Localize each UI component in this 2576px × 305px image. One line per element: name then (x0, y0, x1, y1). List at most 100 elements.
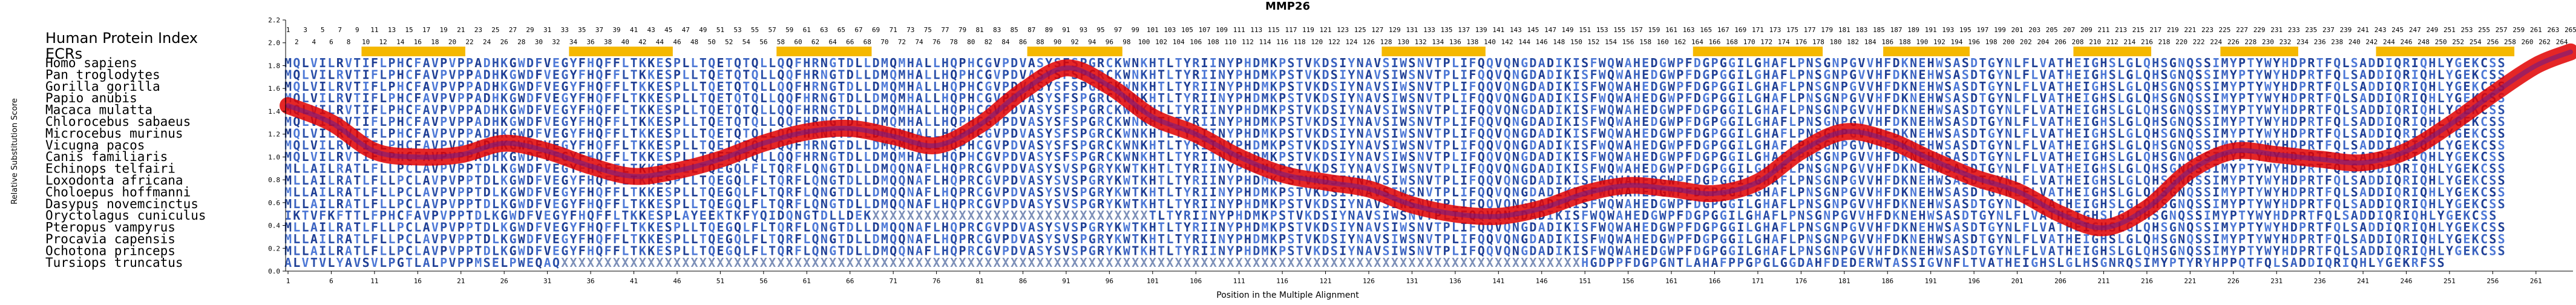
residue: X (1279, 255, 1286, 270)
protein-index-8: 8 (347, 38, 351, 46)
protein-index-32: 32 (552, 38, 560, 46)
residue: X (907, 255, 914, 270)
protein-index-161: 161 (1665, 26, 1677, 34)
protein-index-106: 106 (1190, 38, 1202, 46)
protein-index-132: 132 (1415, 38, 1427, 46)
protein-index-112: 112 (1242, 38, 1254, 46)
protein-index-56: 56 (759, 38, 767, 46)
residue: X (1158, 255, 1165, 270)
protein-index-202: 202 (2020, 38, 2032, 46)
residue: A (1806, 255, 1814, 270)
residue: X (1210, 255, 1217, 270)
protein-index-7: 7 (338, 26, 342, 34)
residue: X (976, 255, 983, 270)
residue: H (1581, 255, 1588, 270)
protein-index-256: 256 (2486, 38, 2499, 46)
protein-index-181: 181 (1838, 26, 1850, 34)
protein-index-38: 38 (604, 38, 612, 46)
protein-index-225: 225 (2219, 26, 2231, 34)
residue: L (2368, 255, 2375, 270)
residue: Q (2264, 255, 2272, 270)
residue: R (2411, 255, 2419, 270)
residue: G (2100, 255, 2107, 270)
residue: X (968, 255, 975, 270)
residue: Y (2204, 255, 2211, 270)
residue: F (1953, 255, 1961, 270)
residue: P (440, 255, 447, 270)
y-tick-label: 1.2 (268, 131, 280, 139)
residue: X (916, 255, 923, 270)
protein-index-157: 157 (1631, 26, 1643, 34)
residue: X (1011, 255, 1018, 270)
protein-index-54: 54 (742, 38, 751, 46)
protein-index-74: 74 (915, 38, 923, 46)
residue: G (2385, 255, 2393, 270)
protein-index-124: 124 (1345, 38, 1357, 46)
protein-index-213: 213 (2115, 26, 2127, 34)
residue: X (803, 255, 810, 270)
residue: X (1253, 255, 1260, 270)
protein-index-83: 83 (993, 26, 1001, 34)
x-tick-label: 71 (890, 277, 897, 285)
protein-index-171: 171 (1752, 26, 1764, 34)
residue: S (362, 255, 370, 270)
protein-index-69: 69 (872, 26, 880, 34)
protein-index-103: 103 (1164, 26, 1176, 34)
residue: P (1607, 255, 1614, 270)
residue: X (950, 255, 957, 270)
protein-index-5: 5 (321, 26, 325, 34)
protein-index-15: 15 (405, 26, 413, 34)
residue: X (959, 255, 966, 270)
residue: Y (2186, 255, 2194, 270)
y-tick-label: 0.2 (268, 244, 280, 252)
x-tick-label: 56 (759, 277, 767, 285)
residue: V (448, 255, 456, 270)
residue: G (1590, 255, 1597, 270)
protein-index-64: 64 (829, 38, 837, 46)
protein-index-22: 22 (465, 38, 473, 46)
protein-index-257: 257 (2496, 26, 2508, 34)
y-tick-label: 1.0 (268, 153, 280, 161)
residue: L (1771, 255, 1778, 270)
protein-index-18: 18 (431, 38, 439, 46)
residue: I (2143, 255, 2151, 270)
protein-index-121: 121 (1320, 26, 1332, 34)
residue: E (1858, 255, 1865, 270)
protein-index-16: 16 (414, 38, 422, 46)
x-tick-label: 66 (846, 277, 854, 285)
residue: X (1365, 255, 1372, 270)
protein-index-139: 139 (1475, 26, 1487, 34)
protein-index-52: 52 (725, 38, 733, 46)
residue: N (2109, 255, 2116, 270)
y-tick-label: 0.4 (268, 222, 280, 230)
protein-index-194: 194 (1951, 38, 1963, 46)
protein-index-167: 167 (1717, 26, 1729, 34)
residue: X (1452, 255, 1459, 270)
protein-index-210: 210 (2089, 38, 2101, 46)
protein-index-265: 265 (2565, 26, 2576, 34)
protein-index-230: 230 (2262, 38, 2274, 46)
residue: H (2083, 255, 2090, 270)
residue: I (2022, 255, 2030, 270)
x-tick-label: 61 (803, 277, 811, 285)
residue: X (691, 255, 698, 270)
residue: T (405, 255, 413, 270)
protein-index-173: 173 (1769, 26, 1781, 34)
residue: G (1927, 255, 1935, 270)
residue: X (994, 255, 1001, 270)
protein-index-201: 201 (2011, 26, 2024, 34)
residue: L (379, 255, 387, 270)
residue: D (1849, 255, 1857, 270)
residue: A (1694, 255, 1701, 270)
residue: X (1529, 255, 1536, 270)
residue: X (829, 255, 836, 270)
residue: I (2316, 255, 2324, 270)
residue: N (1668, 255, 1675, 270)
protein-index-180: 180 (1830, 38, 1842, 46)
residue: L (414, 255, 421, 270)
protein-index-11: 11 (370, 26, 378, 34)
x-tick-label: 6 (329, 277, 333, 285)
residue: X (1305, 255, 1312, 270)
residue: X (1400, 255, 1407, 270)
protein-index-188: 188 (1899, 38, 1911, 46)
